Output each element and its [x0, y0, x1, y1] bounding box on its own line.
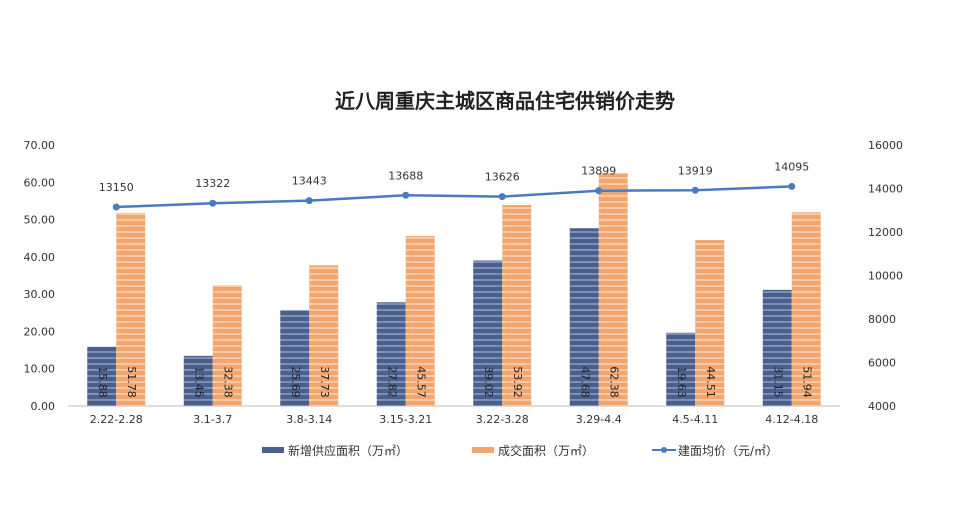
bar-transaction	[309, 265, 339, 406]
left-tick-label: 40.00	[24, 251, 56, 264]
bar-supply	[569, 228, 599, 406]
bar-data-label: 13.45	[192, 366, 205, 398]
bar-supply	[762, 289, 792, 406]
bar-data-label: 25.69	[289, 366, 302, 398]
price-data-label: 13919	[678, 164, 713, 177]
price-data-label: 13688	[388, 169, 423, 182]
price-point	[498, 193, 506, 201]
legend-label: 建面均价（元/㎡）	[678, 444, 778, 458]
price-point	[402, 191, 410, 199]
category-label: 3.1-3.7	[193, 413, 232, 426]
legend-label: 新增供应面积（万㎡）	[288, 443, 408, 458]
bar-supply	[473, 260, 503, 406]
right-tick-label: 4000	[868, 400, 896, 413]
bar-data-label: 15.88	[96, 366, 109, 398]
category-label: 3.15-3.21	[379, 413, 432, 426]
right-tick-label: 12000	[868, 226, 903, 239]
legend-label: 成交面积（万㎡）	[498, 443, 594, 458]
price-point	[691, 186, 699, 194]
bar-transaction	[116, 212, 146, 406]
right-tick-label: 16000	[868, 139, 903, 152]
chart-title: 近八周重庆主城区商品住宅供销价走势	[335, 89, 675, 113]
price-data-label: 13443	[292, 175, 327, 188]
price-data-label: 13899	[581, 165, 616, 178]
price-point	[209, 199, 217, 207]
bar-data-label: 32.38	[221, 366, 234, 398]
bar-supply	[376, 302, 406, 406]
right-tick-label: 6000	[868, 357, 896, 370]
bar-transaction	[598, 173, 628, 406]
left-tick-label: 20.00	[24, 325, 56, 338]
bar-transaction	[405, 236, 435, 406]
bar-data-label: 62.38	[607, 366, 620, 398]
bar-transaction	[502, 204, 532, 406]
price-data-label: 13150	[99, 181, 134, 194]
bar-data-label: 47.68	[578, 366, 591, 398]
category-label: 4.5-4.11	[672, 413, 718, 426]
bar-transaction	[212, 285, 242, 406]
price-line	[116, 185, 792, 209]
left-tick-label: 50.00	[24, 214, 56, 227]
category-label: 3.22-3.28	[476, 413, 529, 426]
bar-data-label: 37.73	[318, 366, 331, 398]
category-label: 2.22-2.28	[90, 413, 143, 426]
price-data-label: 13626	[485, 171, 520, 184]
bar-transaction	[791, 212, 821, 406]
price-data-label: 13322	[195, 177, 230, 190]
left-tick-label: 60.00	[24, 176, 56, 189]
right-tick-label: 14000	[868, 183, 903, 196]
price-point	[305, 197, 313, 205]
legend-marker	[661, 447, 667, 453]
price-data-label: 14095	[774, 160, 809, 173]
bar-data-label: 51.78	[125, 366, 138, 398]
bar-supply	[666, 332, 696, 406]
bar-data-label: 31.15	[771, 366, 784, 398]
bar-supply	[280, 310, 310, 406]
price-point	[788, 182, 796, 190]
right-tick-label: 10000	[868, 270, 903, 283]
bar-supply	[183, 355, 213, 406]
left-tick-label: 30.00	[24, 288, 56, 301]
bar-data-label: 39.02	[482, 366, 495, 398]
bar-transaction	[695, 240, 725, 406]
right-tick-label: 8000	[868, 313, 896, 326]
price-point	[595, 187, 603, 195]
bar-data-label: 19.63	[675, 366, 688, 398]
bar-data-label: 51.94	[800, 366, 813, 398]
left-tick-label: 70.00	[24, 139, 56, 152]
legend-swatch	[262, 447, 284, 453]
left-tick-label: 0.00	[31, 400, 56, 413]
category-label: 4.12-4.18	[765, 413, 818, 426]
bar-data-label: 27.82	[385, 366, 398, 398]
bar-data-label: 45.57	[414, 366, 427, 398]
bar-supply	[87, 346, 117, 406]
bar-data-label: 44.51	[704, 366, 717, 398]
bar-data-label: 53.92	[511, 366, 524, 398]
left-tick-label: 10.00	[24, 363, 56, 376]
category-label: 3.29-4.4	[576, 413, 622, 426]
price-point	[112, 203, 120, 211]
legend-swatch	[472, 447, 494, 453]
category-label: 3.8-3.14	[286, 413, 332, 426]
